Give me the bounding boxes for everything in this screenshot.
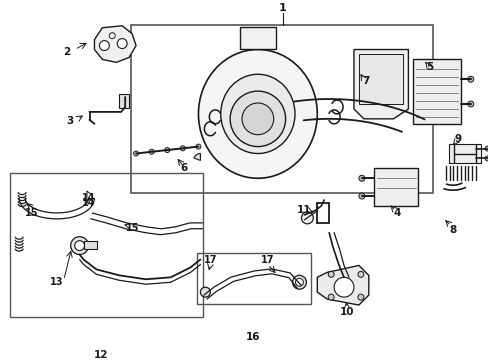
- Bar: [414, 59, 461, 124]
- Circle shape: [200, 287, 210, 297]
- Text: 14: 14: [82, 198, 95, 208]
- Bar: [10, 173, 203, 317]
- Circle shape: [485, 146, 490, 151]
- Circle shape: [328, 294, 334, 300]
- Text: 10: 10: [340, 307, 354, 317]
- Bar: [240, 27, 276, 49]
- Polygon shape: [354, 50, 408, 119]
- Circle shape: [468, 76, 474, 82]
- Circle shape: [485, 156, 490, 161]
- Circle shape: [359, 175, 365, 181]
- Circle shape: [230, 91, 286, 147]
- Wedge shape: [194, 153, 200, 161]
- Circle shape: [293, 275, 306, 289]
- Text: 17: 17: [203, 256, 217, 265]
- Ellipse shape: [220, 74, 295, 153]
- Text: 6: 6: [180, 163, 187, 174]
- Text: 4: 4: [394, 208, 401, 218]
- Bar: [197, 253, 311, 304]
- Text: 8: 8: [449, 225, 457, 235]
- Circle shape: [242, 103, 274, 135]
- Text: 13: 13: [50, 277, 64, 287]
- Circle shape: [149, 149, 154, 154]
- Circle shape: [468, 101, 474, 107]
- Text: 3: 3: [66, 116, 74, 126]
- Circle shape: [358, 271, 364, 277]
- Polygon shape: [318, 265, 369, 305]
- Polygon shape: [95, 26, 136, 62]
- Bar: [374, 168, 418, 206]
- Ellipse shape: [198, 50, 318, 178]
- Circle shape: [295, 278, 303, 286]
- Text: 2: 2: [63, 46, 71, 57]
- Circle shape: [134, 151, 139, 156]
- Circle shape: [165, 148, 170, 153]
- Text: 9: 9: [454, 134, 462, 144]
- Text: 1: 1: [279, 3, 287, 13]
- Text: 16: 16: [245, 332, 260, 342]
- Circle shape: [359, 193, 365, 199]
- Text: 17: 17: [261, 256, 274, 265]
- Text: 11: 11: [297, 205, 312, 215]
- Circle shape: [109, 33, 115, 39]
- Text: 14: 14: [82, 193, 95, 203]
- Text: 12: 12: [94, 350, 109, 360]
- Circle shape: [180, 146, 185, 151]
- Text: 15: 15: [25, 208, 39, 218]
- Bar: [449, 144, 481, 163]
- Circle shape: [71, 237, 89, 255]
- Circle shape: [196, 144, 201, 149]
- Circle shape: [99, 41, 109, 50]
- Circle shape: [74, 241, 85, 251]
- Bar: [131, 25, 433, 193]
- Bar: [84, 241, 98, 249]
- Circle shape: [328, 271, 334, 277]
- Text: 5: 5: [427, 62, 434, 72]
- Circle shape: [301, 212, 313, 224]
- Circle shape: [358, 294, 364, 300]
- Bar: [359, 54, 403, 104]
- Text: 7: 7: [362, 76, 369, 86]
- Circle shape: [334, 277, 354, 297]
- Circle shape: [117, 39, 127, 49]
- Bar: [119, 94, 129, 108]
- Text: 15: 15: [126, 223, 140, 233]
